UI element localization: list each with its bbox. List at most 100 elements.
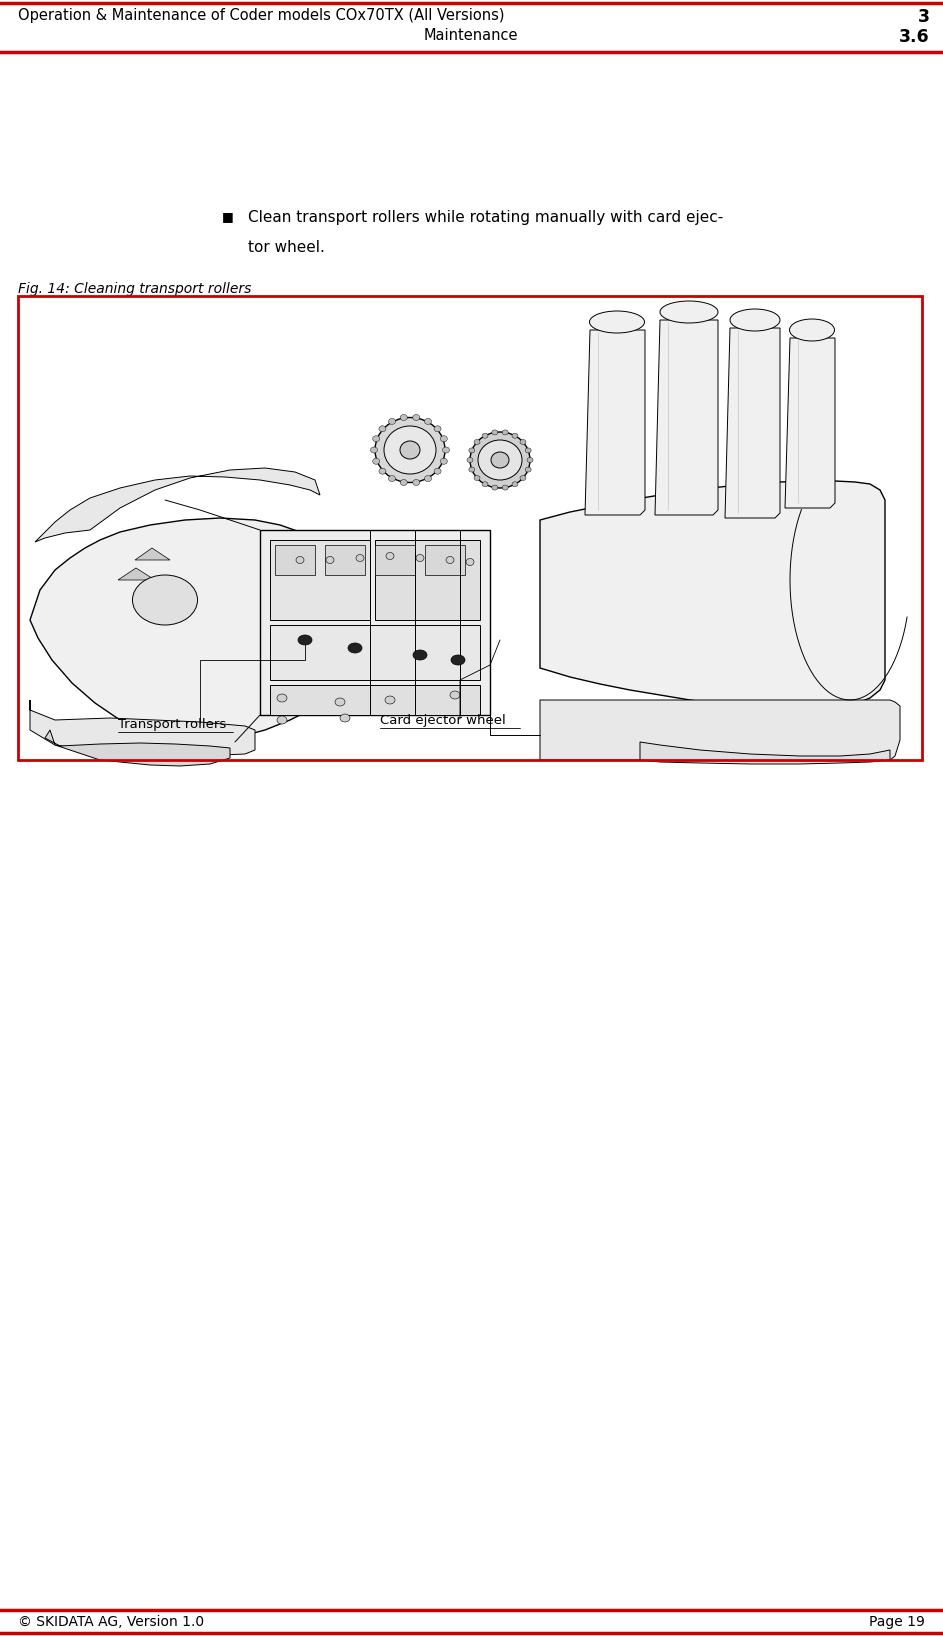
Ellipse shape [413,414,420,420]
Ellipse shape [492,486,498,491]
Ellipse shape [413,479,420,486]
Ellipse shape [525,448,531,453]
Ellipse shape [372,435,380,442]
Text: 3.6: 3.6 [900,28,930,46]
Ellipse shape [440,435,447,442]
Bar [18,296,922,761]
Text: © SKIDATA AG, Version 1.0: © SKIDATA AG, Version 1.0 [18,1615,204,1629]
Ellipse shape [277,694,287,702]
Ellipse shape [503,430,508,435]
Ellipse shape [296,556,304,563]
Ellipse shape [527,458,533,463]
Ellipse shape [375,417,445,483]
Ellipse shape [348,643,362,653]
Polygon shape [585,330,645,515]
Bar [260,530,490,715]
Ellipse shape [372,458,380,465]
Text: Clean transport rollers while rotating manually with card ejec-: Clean transport rollers while rotating m… [248,209,723,226]
Polygon shape [655,321,718,515]
Ellipse shape [470,432,530,488]
Ellipse shape [356,555,364,561]
Bar [270,625,480,681]
Bar [270,540,370,620]
Ellipse shape [340,713,350,721]
Bar [275,545,315,574]
Text: Page 19: Page 19 [869,1615,925,1629]
Polygon shape [135,548,170,560]
Ellipse shape [386,553,394,560]
Ellipse shape [424,419,432,424]
Bar [375,545,415,574]
Text: Maintenance: Maintenance [423,28,519,43]
Polygon shape [540,481,885,710]
Polygon shape [30,519,320,743]
Ellipse shape [434,468,441,474]
Ellipse shape [326,556,334,563]
Polygon shape [640,743,890,764]
Polygon shape [30,700,255,756]
Ellipse shape [335,699,345,707]
Polygon shape [35,468,320,542]
Ellipse shape [451,654,465,664]
Ellipse shape [379,468,386,474]
Ellipse shape [442,447,450,453]
Ellipse shape [400,479,407,486]
Text: Card ejector wheel: Card ejector wheel [380,713,505,726]
Ellipse shape [512,481,518,488]
Bar [375,540,480,620]
Ellipse shape [379,425,386,432]
Ellipse shape [730,309,780,330]
Text: Fig. 14: Cleaning transport rollers: Fig. 14: Cleaning transport rollers [18,281,252,296]
Ellipse shape [789,319,835,340]
Ellipse shape [525,466,531,473]
Text: tor wheel.: tor wheel. [248,240,325,255]
Ellipse shape [434,425,441,432]
Ellipse shape [482,481,488,488]
Polygon shape [118,568,155,581]
Ellipse shape [450,690,460,699]
Ellipse shape [520,440,526,445]
Ellipse shape [424,476,432,481]
Bar [18,296,922,761]
Ellipse shape [660,301,718,322]
Bar [425,545,465,574]
Ellipse shape [446,556,454,563]
Bar [270,685,480,715]
Ellipse shape [474,440,480,445]
Ellipse shape [133,574,197,625]
Ellipse shape [469,448,475,453]
Ellipse shape [400,442,420,460]
Ellipse shape [371,447,377,453]
Ellipse shape [277,717,287,725]
Ellipse shape [503,486,508,491]
Ellipse shape [298,635,312,645]
Text: Operation & Maintenance of Coder models COx70TX (All Versions): Operation & Maintenance of Coder models … [18,8,505,23]
Text: Transport rollers: Transport rollers [118,718,226,731]
Ellipse shape [400,414,407,420]
Bar [325,545,365,574]
Ellipse shape [520,476,526,481]
Ellipse shape [389,476,395,481]
Text: 3: 3 [918,8,930,26]
Text: ■: ■ [222,209,234,222]
Polygon shape [540,700,900,761]
Polygon shape [785,339,835,509]
Ellipse shape [384,425,436,474]
Ellipse shape [469,466,475,473]
Ellipse shape [491,452,509,468]
Ellipse shape [385,695,395,703]
Ellipse shape [492,430,498,435]
Ellipse shape [474,476,480,481]
Ellipse shape [512,434,518,438]
Ellipse shape [389,419,395,424]
Polygon shape [725,327,780,519]
Ellipse shape [413,649,427,659]
Ellipse shape [440,458,447,465]
Ellipse shape [478,440,522,479]
Ellipse shape [416,555,424,561]
Ellipse shape [589,311,644,334]
Ellipse shape [482,434,488,438]
Ellipse shape [466,558,474,566]
Polygon shape [45,730,230,766]
Ellipse shape [467,458,473,463]
